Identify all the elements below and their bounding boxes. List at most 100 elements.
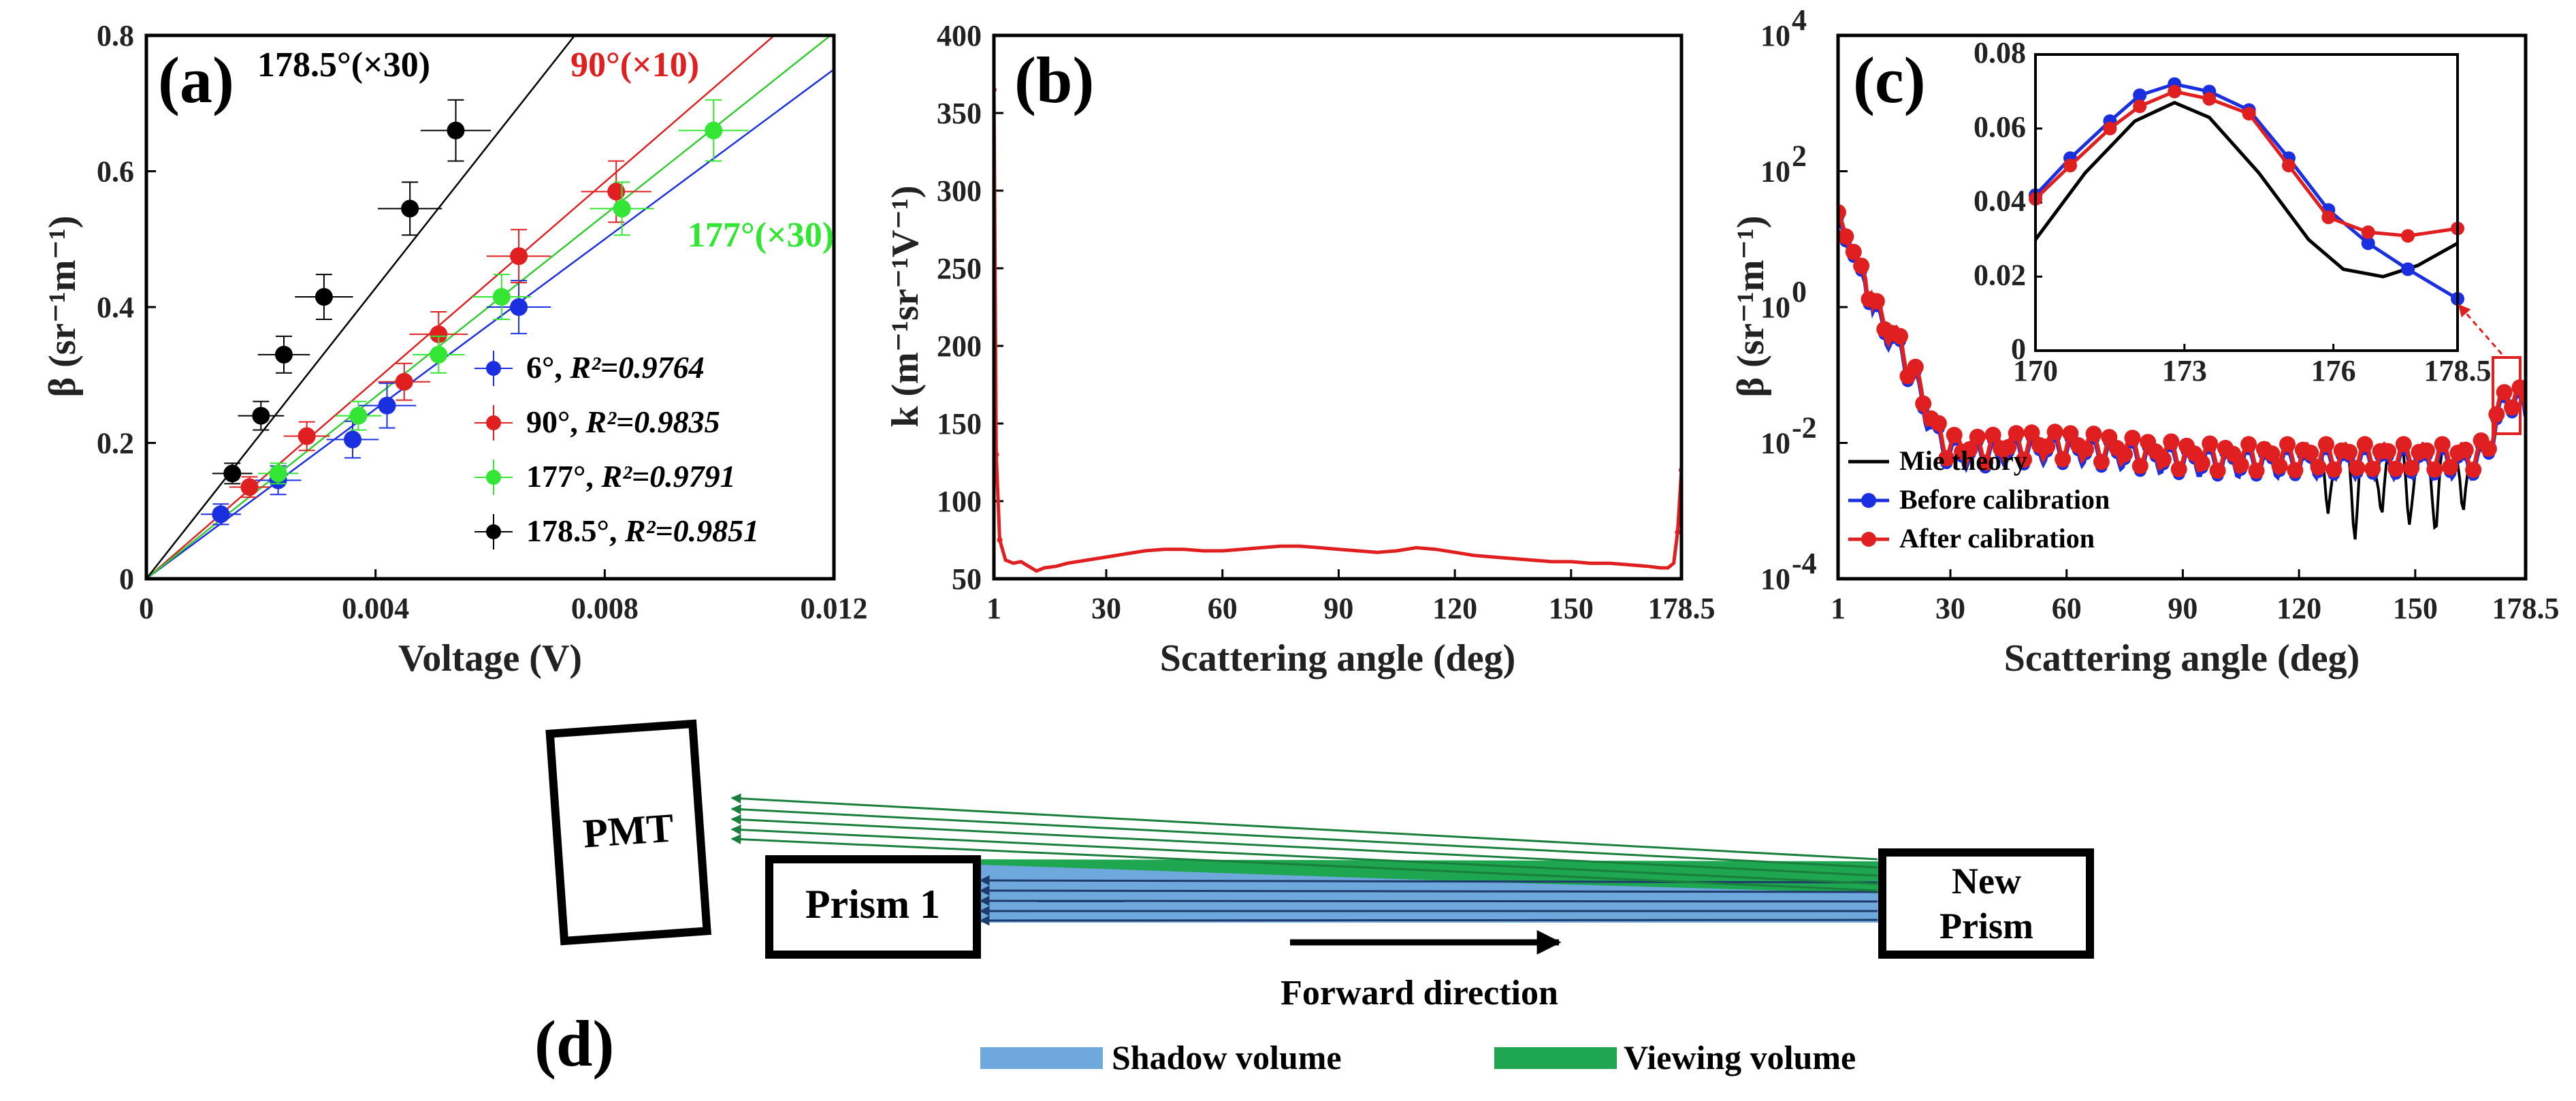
marker-after-calibration [2302, 444, 2319, 461]
marker-after-calibration [2426, 461, 2443, 478]
inset-x-tick-label: 173 [2162, 354, 2207, 387]
inset-background [2035, 54, 2458, 351]
inset-marker [2133, 88, 2147, 102]
inset-marker [2361, 236, 2375, 251]
marker-after-calibration [2349, 460, 2366, 477]
x-tick-label: 0.008 [571, 592, 639, 625]
legend-label-6°: 6°, R²=0.9764 [526, 350, 705, 385]
inset-curve-mie-theory [2033, 100, 2459, 278]
marker-after-calibration [2395, 436, 2412, 453]
marker-after-calibration [2457, 441, 2474, 458]
shadow-ray [979, 875, 1878, 886]
y-tick-label: 250 [937, 252, 982, 285]
marker-after-calibration [1838, 228, 1854, 245]
marker-after-calibration [2116, 446, 2134, 463]
x-tick-label: 120 [1432, 592, 1477, 625]
data-point-6° [378, 396, 396, 415]
x-tick-label: 178.5 [2492, 592, 2560, 625]
inset-x-tick-label: 170 [2013, 354, 2058, 387]
marker-after-calibration [2271, 458, 2288, 475]
marker-after-calibration [2093, 453, 2110, 470]
marker-after-calibration [2131, 458, 2148, 475]
data-point-177° [613, 200, 631, 218]
y-tick-label: 10 [1760, 562, 1790, 596]
marker-after-calibration [2511, 379, 2526, 396]
x-tick-label: 1 [986, 592, 1001, 625]
panel-d-diagram: PMT Prism 1 New Prism Forward direction … [534, 719, 2094, 1080]
y-tick-label: 0 [119, 562, 134, 596]
panel-c-lines [1838, 204, 2526, 540]
y-tick-exponent: -4 [1792, 547, 1817, 580]
legend-marker-6° [486, 361, 501, 376]
x-tick-label: 120 [2276, 592, 2321, 625]
annotation-90: 90°(×10) [570, 46, 699, 84]
y-tick-label: 100 [937, 485, 982, 518]
marker-after-calibration [2504, 399, 2521, 416]
panel-b: 1 30 60 90 120 150 178.5 50 100 150 200 250 300 350 40… [884, 19, 1716, 680]
legend-label-178.5°: 178.5°, R²=0.9851 [526, 513, 759, 548]
panel-a-ylabel: β (sr⁻¹m⁻¹) [42, 216, 84, 398]
inset-marker [2168, 84, 2182, 99]
inset-ticks: 170 173 176 178.5 0 0.02 0.04 0.06 0.08 [1974, 36, 2492, 387]
marker-after-calibration [2170, 461, 2187, 478]
x-tick-label: 0.012 [801, 592, 868, 625]
y-tick-label: 300 [937, 174, 982, 208]
inset-y-tick-label: 0.04 [1974, 185, 2026, 218]
marker-after-calibration [2465, 462, 2482, 479]
legend-viewing-swatch [1494, 1047, 1617, 1069]
data-point-178.5° [223, 464, 242, 483]
data-point-90° [240, 478, 259, 496]
marker-after-calibration [1868, 293, 1885, 310]
fit-line-6° [146, 68, 834, 579]
x-tick-label: 30 [1091, 592, 1121, 625]
y-tick-exponent: 4 [1792, 3, 1807, 37]
pmt-box: PMT [545, 719, 711, 946]
marker-after-calibration [2380, 443, 2396, 460]
marker-after-calibration [2008, 425, 2025, 442]
y-tick-label: 10 [1760, 427, 1790, 460]
panel-a-legend: 6°, R²=0.9764 90°, R²=0.9835 177°, R²=0.97… [474, 350, 759, 549]
new-prism-box [1878, 848, 2094, 959]
marker-after-calibration [2124, 430, 2141, 447]
legend-label-177°: 177°, R²=0.9791 [526, 459, 736, 494]
marker-after-calibration [1977, 454, 1994, 471]
viewing-ray [730, 804, 1878, 869]
shadow-arrows [979, 875, 1878, 926]
x-tick-label: 0 [139, 592, 154, 625]
panel-b-label: (b) [1014, 44, 1094, 116]
y-tick-exponent: 0 [1792, 275, 1807, 308]
data-point-177° [705, 121, 723, 140]
annotation-178-5: 178.5°(×30) [257, 46, 430, 84]
marker-after-calibration [2364, 460, 2381, 477]
legend-marker-178.5° [486, 524, 501, 539]
prism-1-box [765, 855, 981, 959]
y-tick-label: 400 [937, 19, 982, 52]
marker-after-calibration [2055, 451, 2072, 468]
new-prism-label-line2: Prism [1939, 906, 2033, 946]
marker-after-calibration [2341, 443, 2358, 460]
viewing-ray [730, 825, 1878, 885]
panel-c-xlabel: Scattering angle (deg) [2004, 637, 2360, 680]
panel-c-ylabel: β (sr⁻¹m⁻¹) [1730, 216, 1772, 398]
data-point-90° [395, 372, 413, 391]
shadow-ray [979, 915, 1878, 926]
inset-highlight-box [2492, 356, 2522, 435]
marker-after-calibration [1946, 426, 1963, 443]
marker-after-calibration [2202, 435, 2219, 452]
data-point-177° [269, 464, 287, 483]
marker-after-calibration [2387, 460, 2404, 477]
marker-after-calibration [2078, 441, 2095, 458]
marker-after-calibration [2000, 438, 2017, 456]
marker-after-calibration [2248, 462, 2265, 479]
marker-after-calibration [2488, 406, 2505, 423]
new-prism-label-line1: New [1952, 861, 2021, 901]
y-tick-label: 0.2 [97, 427, 134, 460]
x-tick-label: 60 [1208, 592, 1238, 625]
inset-marker [2063, 159, 2078, 173]
marker-after-calibration [1845, 243, 1862, 260]
y-tick-label: 150 [937, 407, 982, 441]
marker-after-calibration [1984, 426, 2001, 443]
y-tick-label: 10 [1760, 291, 1790, 324]
inset-axes-box [2034, 53, 2459, 352]
x-tick-label: 150 [2393, 592, 2438, 625]
